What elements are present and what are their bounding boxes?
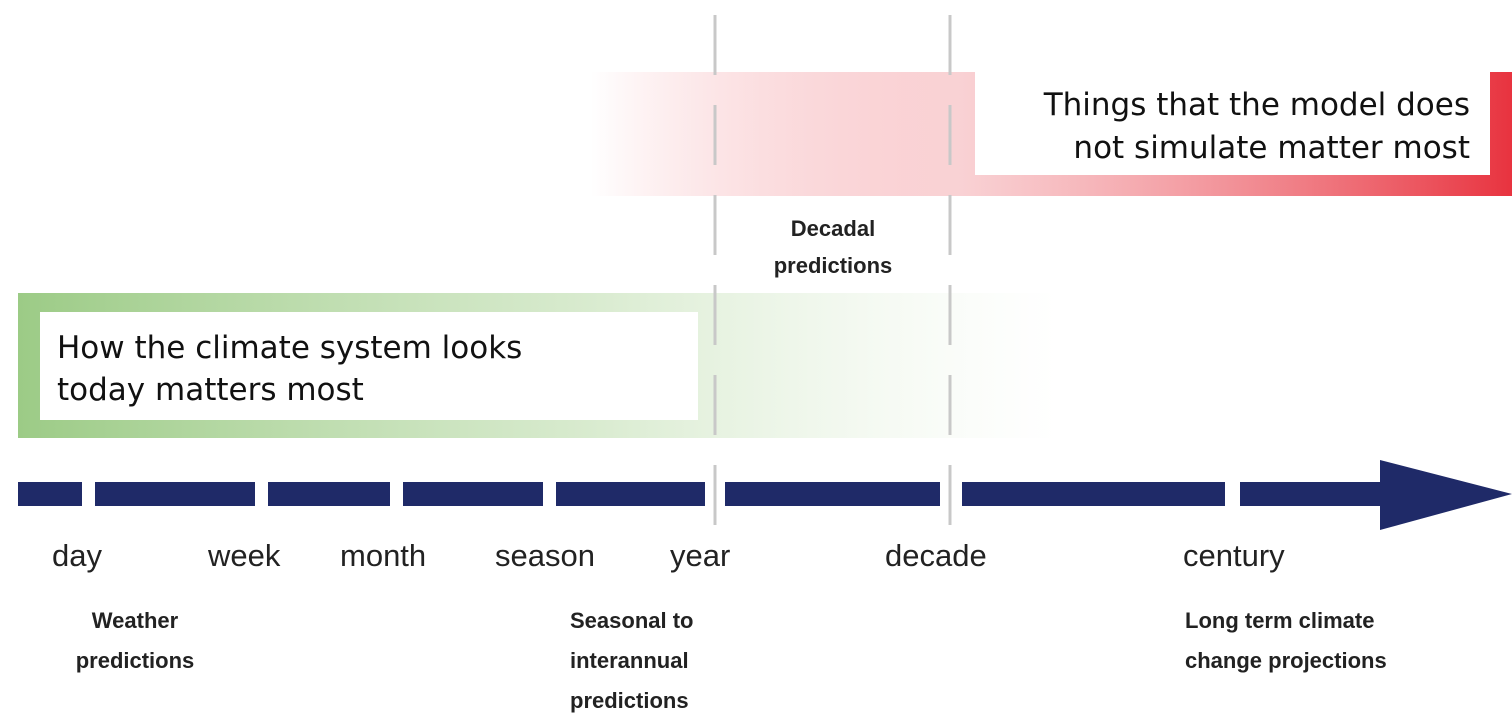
prediction-label: predictions [76, 648, 195, 673]
time-label: month [340, 538, 426, 573]
prediction-label: Seasonal to [570, 608, 693, 633]
prediction-label: interannual [570, 648, 689, 673]
box-text: Things that the model does [1043, 87, 1470, 123]
time-label: day [52, 538, 102, 573]
time-label: week [207, 538, 281, 573]
box-text: not simulate matter most [1073, 130, 1470, 166]
box-text: today matters most [57, 372, 364, 408]
prediction-label: predictions [774, 253, 893, 278]
time-label: season [495, 538, 595, 573]
time-label: century [1183, 538, 1285, 573]
prediction-label: predictions [570, 688, 689, 713]
box-text: How the climate system looks [57, 330, 522, 366]
bottom-box [40, 312, 698, 420]
prediction-label: Long term climate [1185, 608, 1374, 633]
timeline-arrow [18, 460, 1512, 530]
time-label: year [670, 538, 730, 573]
time-label: decade [885, 538, 987, 573]
prediction-label: change projections [1185, 648, 1387, 673]
prediction-label: Weather [92, 608, 179, 633]
top-box [975, 70, 1490, 175]
prediction-label: Decadal [791, 216, 875, 241]
